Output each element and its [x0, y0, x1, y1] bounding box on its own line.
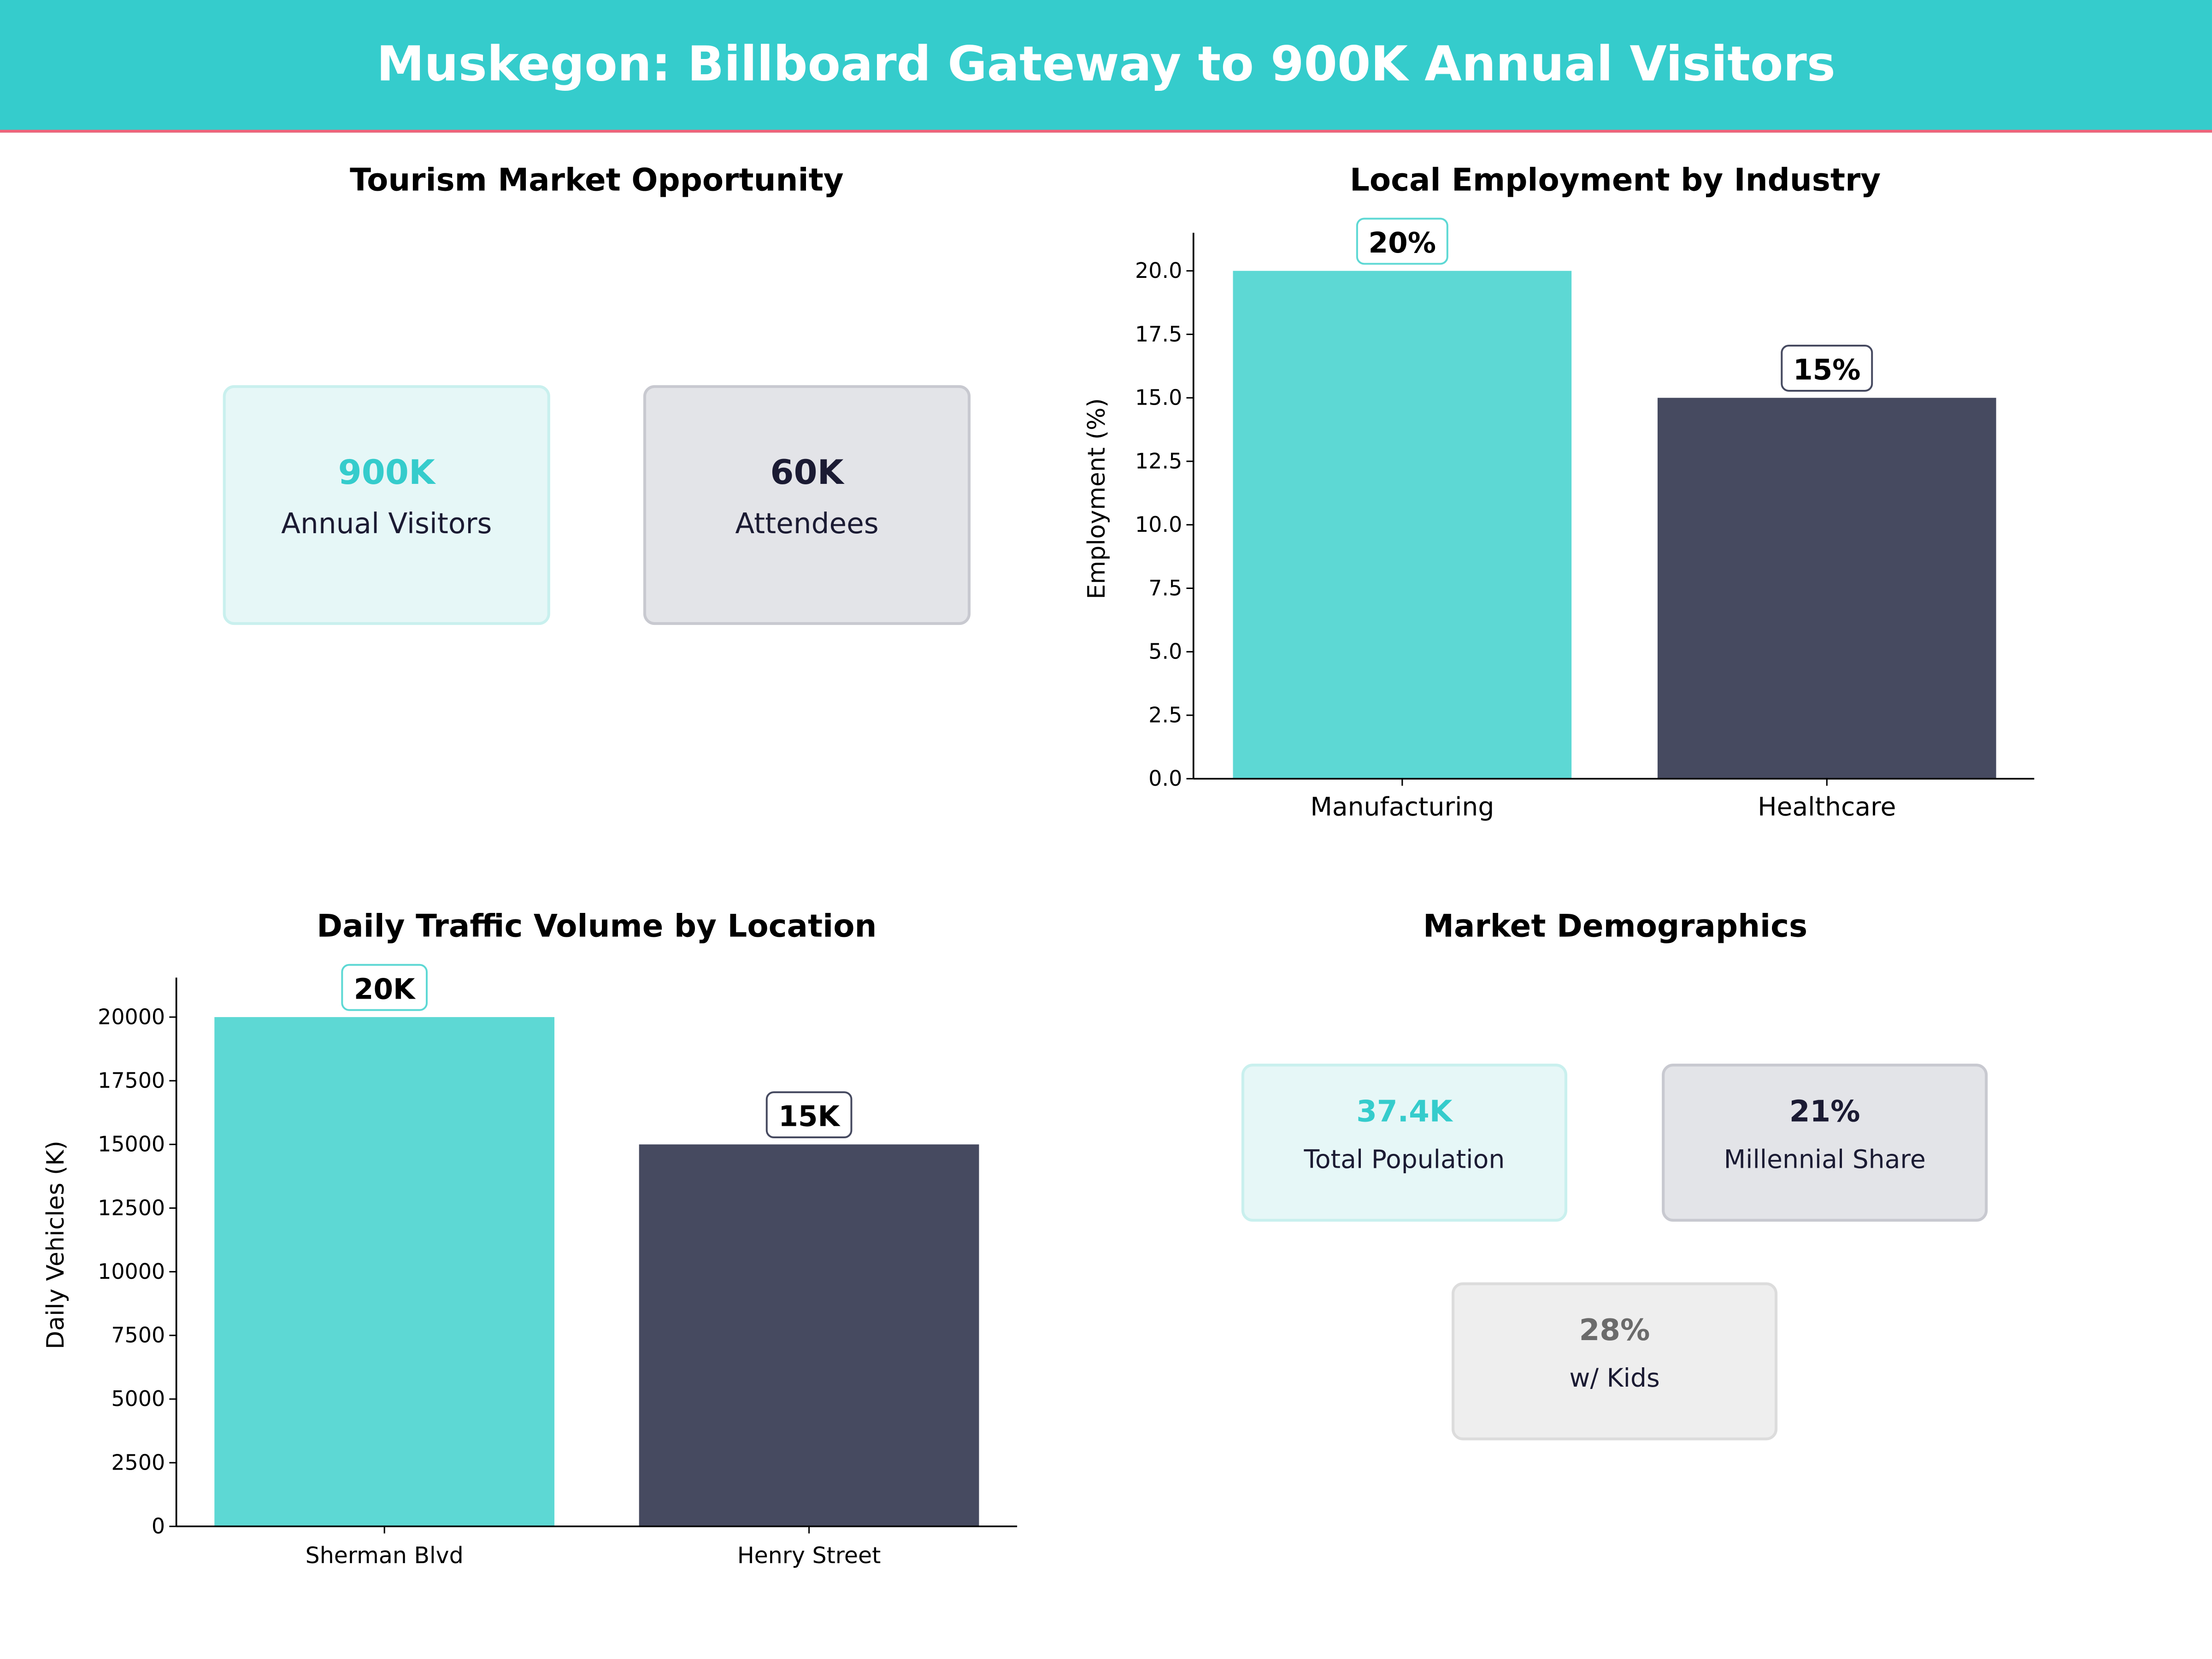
demo-label: w/ Kids [1569, 1364, 1660, 1394]
data-label: 20K [354, 973, 416, 1006]
data-label-box [1356, 218, 1448, 265]
y-tick-label: 12.5 [1135, 448, 1182, 473]
x-tick-label: Henry Street [737, 1542, 881, 1569]
bar-sherman-blvd [214, 1017, 555, 1527]
data-label: 15% [1793, 353, 1861, 386]
y-tick-label: 17500 [98, 1068, 165, 1093]
demo-value: 21% [1789, 1094, 1860, 1129]
y-tick-label: 20.0 [1135, 258, 1182, 283]
y-tick-label: 0.0 [1148, 766, 1182, 791]
data-label-box [765, 1091, 853, 1139]
y-tick-label: 7500 [111, 1323, 165, 1347]
kpi-value: 900K [338, 453, 435, 493]
demo-card-millennial: 21% Millennial Share [1662, 1064, 1988, 1222]
y-tick-label: 10000 [98, 1259, 165, 1284]
kpi-label: Annual Visitors [281, 506, 492, 541]
y-tick-label: 20000 [98, 1004, 165, 1029]
demo-label: Millennial Share [1724, 1145, 1926, 1175]
data-label: 20% [1369, 227, 1436, 259]
x-tick-label: Healthcare [1758, 792, 1896, 821]
y-axis-label: Daily Vehicles (K) [42, 1141, 70, 1349]
kpi-card-attendees: 60K Attendees [643, 385, 971, 625]
tourism-panel-title: Tourism Market Opportunity [350, 164, 844, 199]
y-tick-label: 5.0 [1148, 639, 1182, 664]
demo-value: 37.4K [1356, 1094, 1453, 1129]
x-tick-label: Manufacturing [1310, 792, 1494, 821]
data-label: 15K [778, 1100, 841, 1133]
demo-card-population: 37.4K Total Population [1241, 1064, 1567, 1222]
y-tick-label: 12500 [98, 1195, 165, 1220]
employment-chart-title: Local Employment by Industry [1349, 164, 1881, 199]
bar-henry-street [639, 1144, 979, 1527]
data-label-box [1781, 345, 1873, 392]
bar-healthcare [1657, 398, 1996, 779]
kpi-value: 60K [770, 453, 844, 493]
kpi-card-annual-visitors: 900K Annual Visitors [223, 385, 550, 625]
demo-card-kids: 28% w/ Kids [1451, 1282, 1778, 1441]
y-tick-label: 2500 [111, 1450, 165, 1475]
data-label-box [341, 964, 428, 1011]
y-tick-label: 0 [152, 1514, 165, 1539]
y-tick-label: 17.5 [1135, 322, 1182, 347]
bar-manufacturing [1233, 271, 1572, 779]
y-tick-label: 15.0 [1135, 385, 1182, 410]
kpi-label: Attendees [735, 506, 879, 541]
y-tick-label: 15000 [98, 1132, 165, 1157]
y-tick-label: 10.0 [1135, 512, 1182, 537]
demo-value: 28% [1579, 1313, 1650, 1347]
y-axis-label: Employment (%) [1083, 398, 1111, 599]
traffic-chart-title: Daily Traffic Volume by Location [317, 910, 877, 946]
y-tick-label: 5000 [111, 1386, 165, 1411]
page-title: Muskegon: Billboard Gateway to 900K Annu… [377, 36, 1835, 94]
y-tick-label: 7.5 [1148, 576, 1182, 600]
demographics-panel-title: Market Demographics [1423, 910, 1808, 946]
demo-label: Total Population [1304, 1145, 1505, 1175]
x-tick-label: Sherman Blvd [306, 1542, 464, 1569]
header-banner: Muskegon: Billboard Gateway to 900K Annu… [0, 0, 2212, 133]
y-tick-label: 2.5 [1148, 702, 1182, 727]
